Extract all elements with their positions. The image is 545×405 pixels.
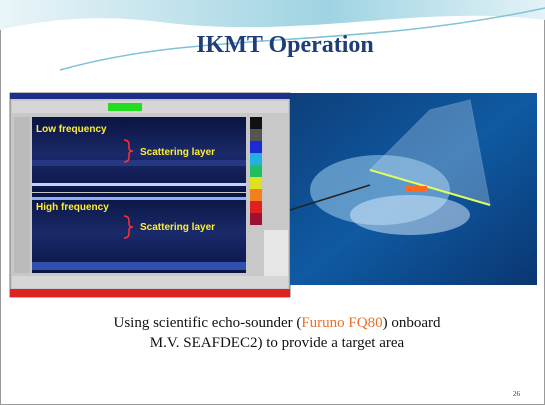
color-swatch <box>250 177 262 189</box>
float <box>405 186 427 192</box>
seabed-echo <box>32 262 246 270</box>
caption-line: Using scientific echo-sounder (Furuno FQ… <box>113 315 441 331</box>
slide-title: IKMT Operation <box>196 32 374 58</box>
annotation: Scattering layer <box>140 222 215 233</box>
caption-line: M.V. SEAFDEC2) to provide a target area <box>150 335 405 351</box>
panel-label: Low frequency <box>36 124 107 135</box>
slide: IKMT Operation Low frequency Scattering … <box>0 0 545 405</box>
color-swatch <box>250 129 262 141</box>
color-swatch <box>250 141 262 153</box>
color-swatch <box>250 189 262 201</box>
surface-echo <box>32 197 246 200</box>
status-bar <box>10 289 290 297</box>
title-bar <box>10 93 290 99</box>
caption-text: Using scientific echo-sounder ( <box>113 315 301 331</box>
caption-text: ) onboard <box>383 315 441 331</box>
depth-scale <box>14 117 30 273</box>
seabed-echo <box>32 183 246 186</box>
echogram-window: Low frequency Scattering layer High freq… <box>10 93 290 297</box>
color-swatch <box>250 117 262 129</box>
panel-label: High frequency <box>36 202 109 213</box>
color-swatch <box>250 213 262 225</box>
foam <box>350 195 470 235</box>
info-panel <box>264 230 288 280</box>
color-swatch <box>250 153 262 165</box>
color-swatch <box>250 165 262 177</box>
echo-layer <box>32 160 246 166</box>
bottom-toolbar <box>12 276 288 288</box>
page-number: 26 <box>513 390 521 398</box>
annotation: Scattering layer <box>140 147 215 158</box>
net-photo <box>290 93 537 285</box>
page: {"slide":{"title":"IKMT Operation", "ech… <box>0 0 545 405</box>
status-indicator <box>108 103 142 111</box>
toolbar <box>12 101 288 113</box>
color-swatch <box>250 201 262 213</box>
caption-highlight: Furuno FQ80 <box>301 315 382 331</box>
